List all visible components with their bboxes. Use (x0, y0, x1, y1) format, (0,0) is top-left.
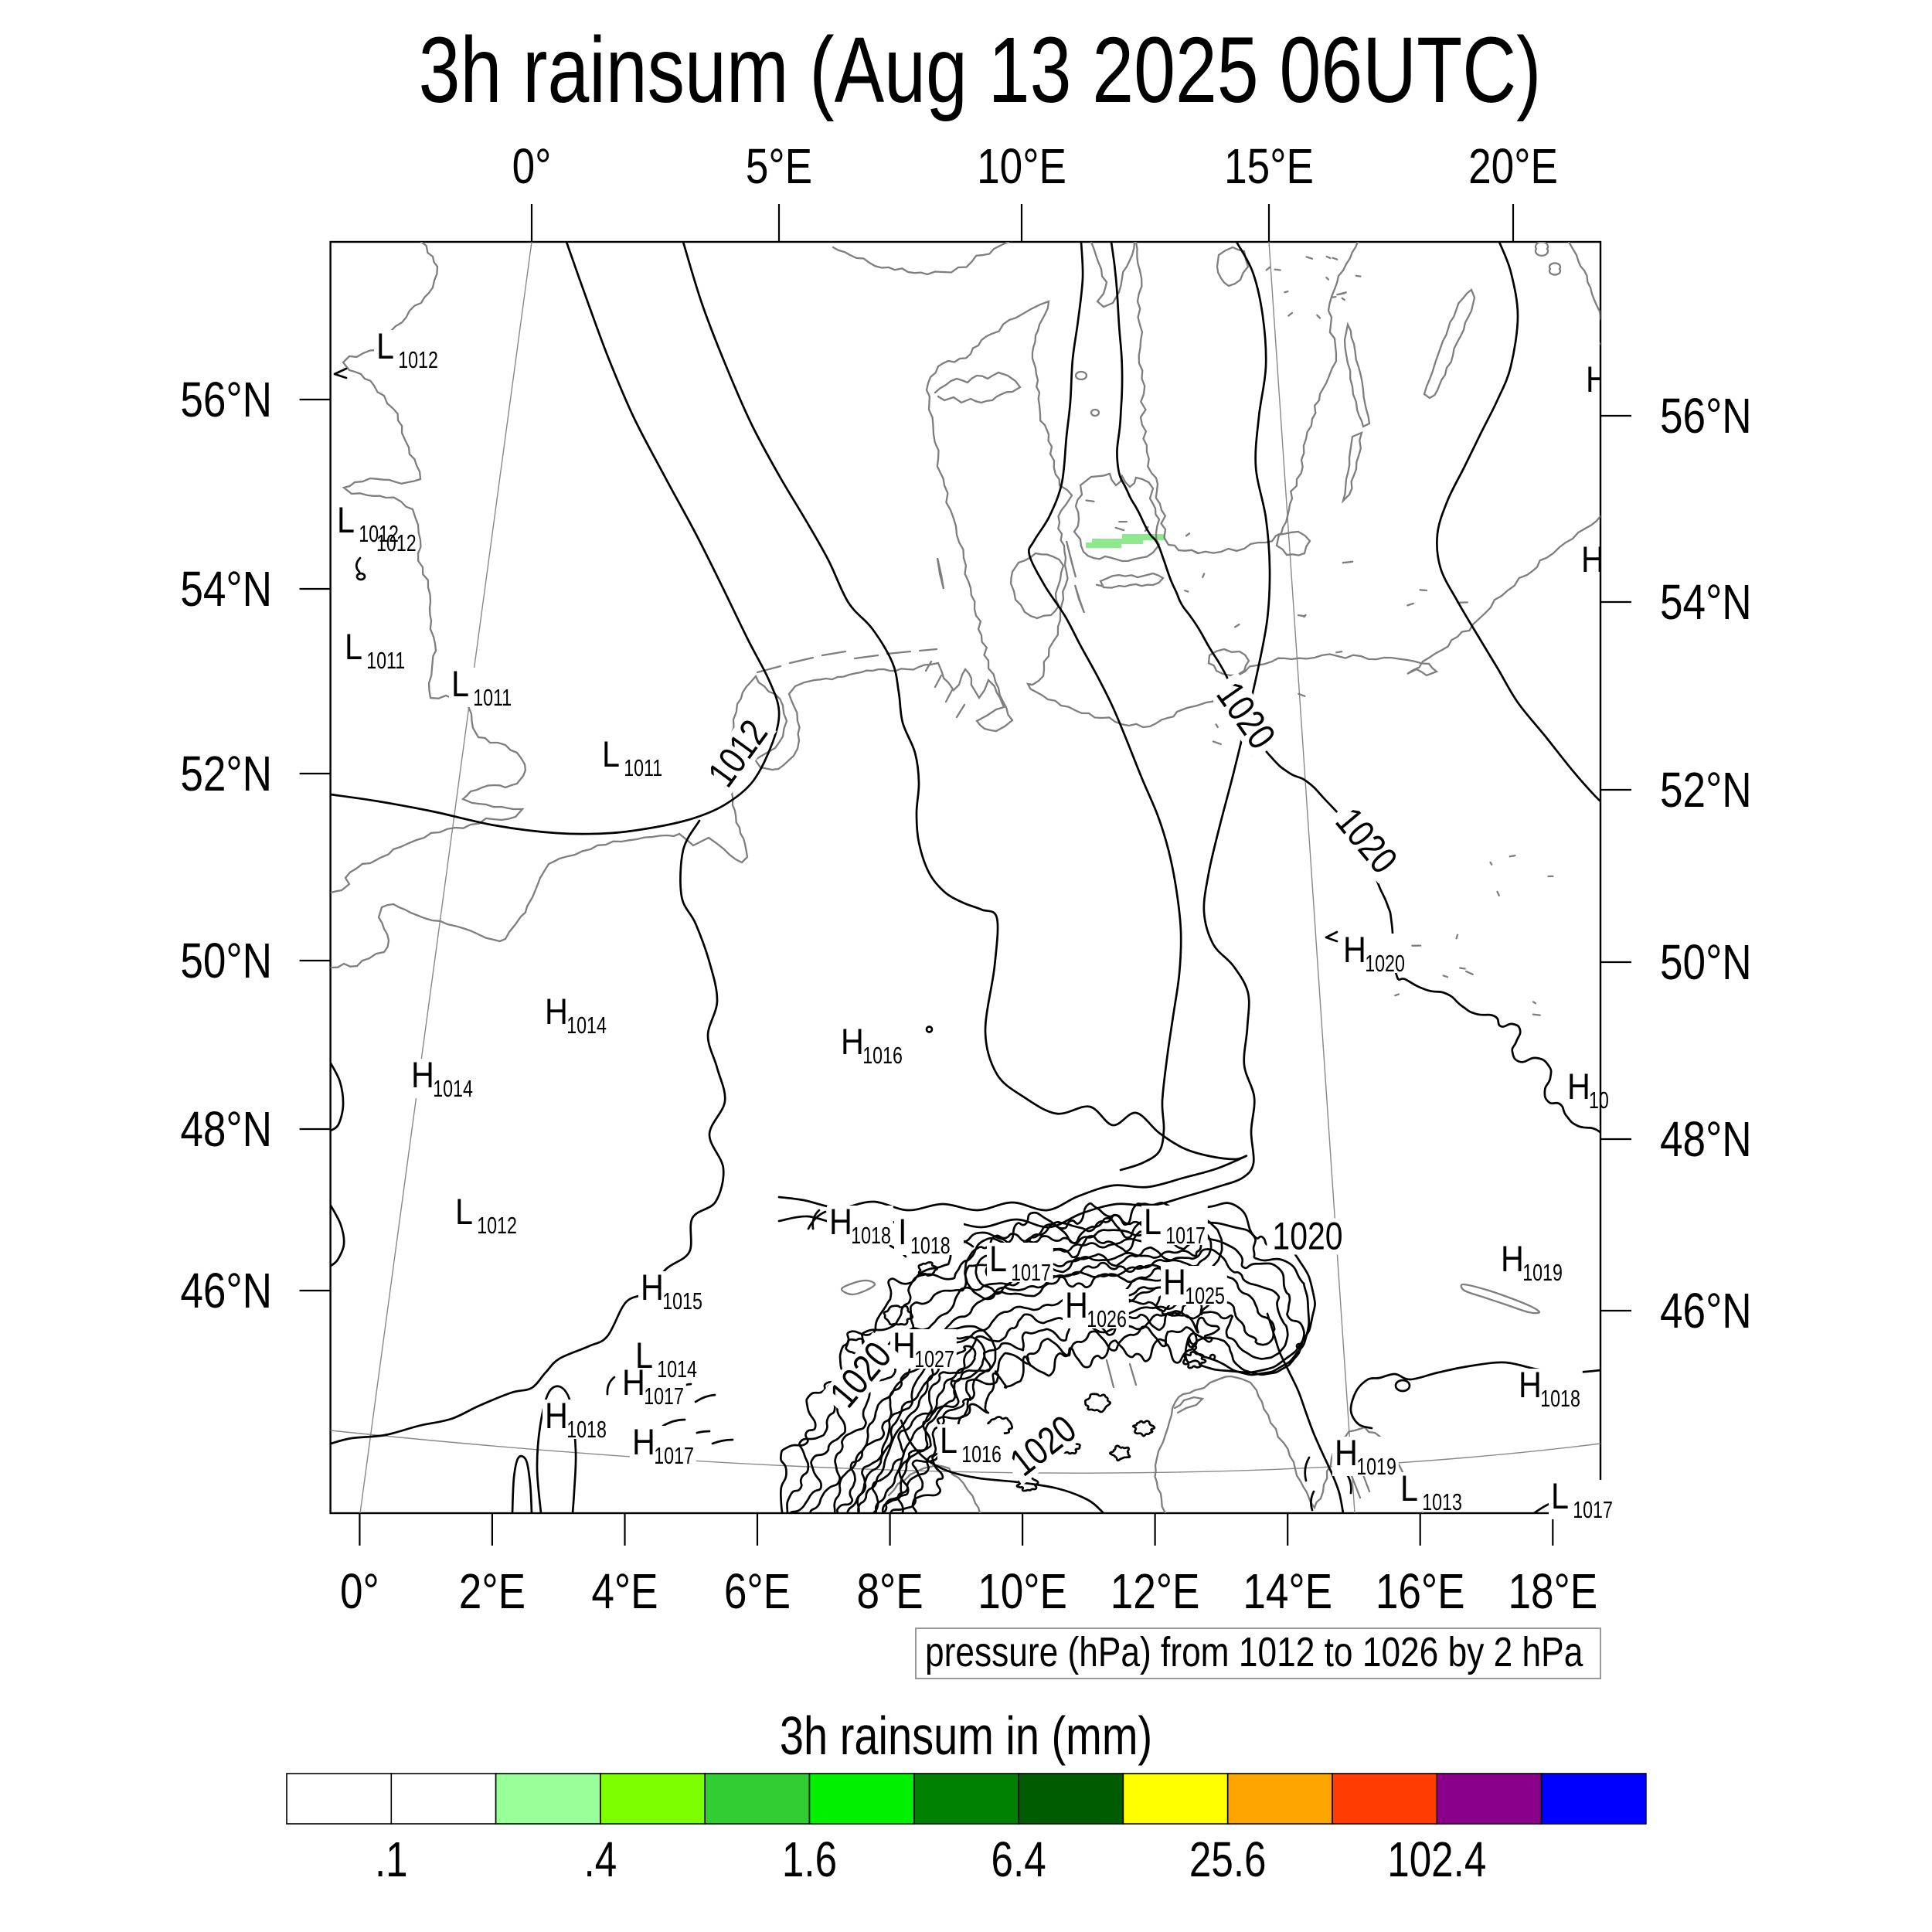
svg-text:10°E: 10°E (978, 1564, 1067, 1619)
svg-text:L: L (376, 327, 394, 367)
svg-text:46°N: 46°N (1660, 1284, 1752, 1338)
svg-text:12°E: 12°E (1111, 1564, 1200, 1619)
svg-text:I: I (898, 1213, 906, 1253)
svg-text:1011: 1011 (473, 684, 512, 711)
svg-text:1018: 1018 (566, 1416, 607, 1443)
svg-text:L: L (989, 1240, 1007, 1280)
svg-text:10: 10 (1589, 1087, 1609, 1114)
svg-text:48°N: 48°N (1660, 1112, 1752, 1167)
svg-text:H: H (1343, 930, 1366, 971)
svg-text:54°N: 54°N (180, 562, 272, 617)
svg-text:6.4: 6.4 (992, 1833, 1046, 1888)
svg-text:18°E: 18°E (1508, 1564, 1597, 1619)
svg-text:1015: 1015 (662, 1287, 702, 1315)
svg-text:16°E: 16°E (1376, 1564, 1465, 1619)
svg-text:H: H (1567, 1067, 1590, 1107)
svg-text:L: L (940, 1421, 957, 1461)
svg-text:1012: 1012 (477, 1212, 517, 1239)
svg-text:1019: 1019 (1356, 1453, 1396, 1480)
svg-text:1016: 1016 (961, 1440, 1002, 1468)
svg-text:20°E: 20°E (1468, 139, 1558, 194)
svg-text:1014: 1014 (566, 1012, 607, 1039)
svg-text:3h rainsum (Aug 13 2025 06UTC): 3h rainsum (Aug 13 2025 06UTC) (419, 19, 1542, 123)
svg-text:56°N: 56°N (1660, 389, 1752, 444)
svg-text:1018: 1018 (910, 1232, 951, 1259)
svg-text:56°N: 56°N (180, 372, 272, 427)
svg-text:.4: .4 (584, 1833, 617, 1888)
svg-text:H: H (545, 992, 568, 1032)
svg-text:H: H (411, 1056, 434, 1096)
svg-text:1011: 1011 (366, 647, 405, 674)
svg-text:54°N: 54°N (1660, 575, 1752, 630)
svg-text:1025: 1025 (1185, 1282, 1225, 1309)
svg-text:15°E: 15°E (1224, 139, 1314, 194)
svg-text:H: H (1335, 1434, 1358, 1474)
svg-text:pressure (hPa) from 1012 to 10: pressure (hPa) from 1012 to 1026 by 2 hP… (925, 1629, 1583, 1675)
svg-text:1018: 1018 (1540, 1385, 1580, 1412)
svg-text:H: H (1163, 1263, 1186, 1303)
svg-text:1017: 1017 (1165, 1222, 1206, 1249)
svg-text:4°E: 4°E (591, 1564, 658, 1619)
svg-text:1017: 1017 (1011, 1259, 1051, 1286)
svg-text:H: H (1519, 1366, 1542, 1406)
svg-text:1016: 1016 (862, 1042, 903, 1069)
svg-text:1012: 1012 (398, 346, 438, 373)
svg-text:1011: 1011 (624, 754, 662, 781)
svg-text:1014: 1014 (433, 1075, 473, 1102)
svg-text:H: H (1501, 1240, 1524, 1280)
svg-text:1.6: 1.6 (782, 1833, 837, 1888)
svg-text:H: H (841, 1022, 864, 1063)
svg-text:L: L (602, 735, 620, 775)
svg-text:1026: 1026 (1087, 1305, 1127, 1332)
svg-text:5°E: 5°E (746, 139, 812, 194)
svg-text:1012: 1012 (359, 520, 399, 547)
svg-text:H: H (1065, 1286, 1088, 1326)
svg-text:L: L (451, 665, 469, 705)
svg-text:L: L (337, 501, 355, 541)
svg-text:50°N: 50°N (180, 934, 272, 988)
svg-text:1020: 1020 (1365, 950, 1405, 977)
svg-text:25.6: 25.6 (1189, 1833, 1267, 1888)
svg-text:1020: 1020 (1272, 1215, 1342, 1258)
svg-text:H: H (622, 1363, 645, 1403)
svg-text:1017: 1017 (654, 1442, 694, 1469)
svg-text:1017: 1017 (644, 1383, 684, 1410)
svg-text:L: L (635, 1336, 653, 1376)
svg-text:H: H (545, 1396, 568, 1437)
svg-text:50°N: 50°N (1660, 935, 1752, 990)
svg-text:H: H (632, 1423, 655, 1463)
svg-text:10°E: 10°E (977, 139, 1066, 194)
svg-text:H: H (1586, 360, 1609, 400)
svg-text:52°N: 52°N (1660, 763, 1752, 818)
svg-text:102.4: 102.4 (1387, 1833, 1486, 1888)
svg-text:14°E: 14°E (1243, 1564, 1332, 1619)
svg-text:H: H (1581, 540, 1604, 580)
svg-text:6°E: 6°E (724, 1564, 791, 1619)
svg-text:3h rainsum in (mm): 3h rainsum in (mm) (780, 1706, 1152, 1766)
svg-text:48°N: 48°N (180, 1102, 272, 1157)
svg-text:L: L (345, 628, 362, 668)
svg-text:H: H (641, 1268, 664, 1308)
svg-text:1013: 1013 (1422, 1488, 1462, 1515)
svg-text:1017: 1017 (1573, 1496, 1613, 1523)
svg-text:8°E: 8°E (856, 1564, 923, 1619)
svg-text:0°: 0° (512, 139, 552, 194)
svg-text:1014: 1014 (657, 1355, 697, 1383)
svg-text:L: L (1551, 1477, 1569, 1517)
svg-text:L: L (1144, 1202, 1162, 1243)
svg-text:46°N: 46°N (180, 1264, 272, 1318)
svg-text:52°N: 52°N (180, 747, 272, 801)
svg-text:2°E: 2°E (459, 1564, 526, 1619)
svg-text:L: L (1400, 1469, 1418, 1509)
svg-text:0°: 0° (340, 1564, 379, 1619)
svg-text:1012: 1012 (376, 529, 417, 556)
svg-text:H: H (829, 1202, 852, 1243)
svg-text:L: L (455, 1192, 473, 1233)
svg-text:.1: .1 (375, 1833, 408, 1888)
svg-text:1018: 1018 (851, 1222, 891, 1249)
svg-text:1019: 1019 (1522, 1259, 1563, 1286)
svg-text:1027: 1027 (914, 1345, 954, 1372)
